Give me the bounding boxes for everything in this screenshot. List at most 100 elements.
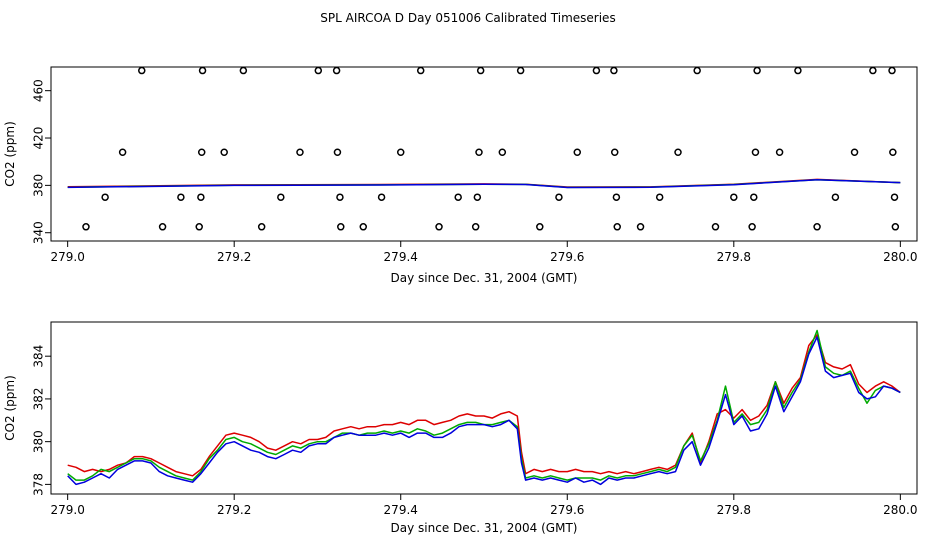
bottom-x-tick-label: 279.8 [717, 503, 751, 517]
scatter-point [416, 66, 425, 75]
scatter-point [377, 193, 386, 201]
scatter-point [296, 148, 304, 156]
top-x-tick-label: 279.6 [550, 250, 584, 264]
top-x-tick-label: 279.0 [50, 250, 84, 264]
scatter-point [195, 223, 203, 231]
top-x-tick-label: 279.8 [717, 250, 751, 264]
top-plot-frame [50, 66, 918, 242]
scatter-point [198, 66, 207, 75]
top-series-blue [67, 179, 901, 189]
bottom-y-tick-label: 378 [32, 473, 46, 496]
bottom-plot-frame [50, 321, 918, 495]
scatter-point [118, 148, 127, 156]
scatter-point [693, 66, 701, 75]
scatter-point [636, 223, 645, 231]
scatter-point [753, 66, 761, 75]
scatter-point [890, 193, 899, 201]
top-x-tick-label: 279.2 [217, 250, 251, 264]
bottom-x-tick-label: 279.0 [50, 503, 84, 517]
scatter-point [332, 66, 341, 75]
bottom-y-tick-label: 382 [32, 387, 46, 410]
scatter-point [396, 148, 405, 156]
bottom-line-series [67, 329, 901, 486]
scatter-point [869, 66, 877, 75]
bottom-x-tick-label: 279.2 [217, 503, 251, 517]
scatter-point [516, 66, 525, 75]
scatter-point [750, 193, 758, 201]
scatter-point [257, 223, 266, 231]
scatter-point [82, 223, 90, 231]
scatter-point [197, 193, 205, 201]
scatter-point [813, 223, 821, 231]
bottom-series-red [67, 334, 901, 477]
top-y-axis-label: CO2 (ppm) [3, 121, 17, 187]
bottom-y-axis: 378 380 382 384 [32, 345, 51, 496]
scatter-point [277, 193, 285, 201]
bottom-x-tick-label: 280.0 [883, 503, 917, 517]
scatter-point [748, 223, 756, 231]
scatter-point [475, 148, 483, 156]
bottom-x-tick-label: 279.6 [550, 503, 584, 517]
top-y-tick-label: 340 [32, 221, 46, 244]
scatter-point [730, 193, 738, 201]
scatter-point [314, 66, 323, 75]
scatter-point [359, 223, 368, 231]
top-scatter-points [82, 66, 900, 231]
scatter-point [220, 148, 228, 156]
scatter-point [610, 148, 619, 156]
scatter-point [889, 148, 897, 156]
bottom-x-tick-label: 279.4 [384, 503, 418, 517]
scatter-point [775, 148, 784, 156]
top-x-axis-label: Day since Dec. 31, 2004 (GMT) [391, 271, 578, 285]
scatter-point [471, 223, 480, 231]
scatter-point [888, 66, 896, 75]
scatter-point [333, 148, 342, 156]
bottom-series-green [67, 329, 901, 481]
bottom-panel: 279.0 279.2 279.4 279.6 279.8 280.0 378 380 382… [3, 321, 918, 535]
scatter-point [555, 193, 563, 201]
top-y-tick-label: 460 [32, 79, 46, 102]
scatter-point [850, 148, 859, 156]
bottom-y-axis-label: CO2 (ppm) [3, 375, 17, 441]
scatter-point [476, 66, 485, 75]
top-panel: 279.0 279.2 279.4 279.6 279.8 280.0 340 380 420… [3, 66, 918, 285]
scatter-point [612, 193, 621, 201]
scatter-point [891, 223, 900, 231]
scatter-point [239, 66, 248, 75]
scatter-point [613, 223, 621, 231]
scatter-point [794, 66, 802, 75]
scatter-point [592, 66, 601, 75]
scatter-point [831, 193, 840, 201]
scatter-point [101, 193, 109, 201]
scatter-point [610, 66, 618, 75]
scatter-point [454, 193, 462, 201]
scatter-point [336, 193, 344, 201]
scatter-point [711, 223, 720, 231]
scatter-point [751, 148, 760, 156]
scatter-point [337, 223, 345, 231]
bottom-y-tick-label: 380 [32, 430, 46, 453]
scatter-point [138, 66, 146, 75]
bottom-x-axis: 279.0 279.2 279.4 279.6 279.8 280.0 [50, 494, 918, 517]
scatter-point [435, 223, 443, 231]
top-x-tick-label: 280.0 [883, 250, 917, 264]
figure-title: SPL AIRCOA D Day 051006 Calibrated Times… [320, 11, 615, 25]
top-x-tick-label: 279.4 [384, 250, 418, 264]
scatter-point [674, 148, 682, 156]
top-y-axis: 340 380 420 460 [32, 79, 51, 244]
top-line-series [67, 178, 901, 189]
top-y-tick-label: 420 [32, 127, 46, 150]
scatter-point [473, 193, 482, 201]
scatter-point [158, 223, 167, 231]
scatter-point [655, 193, 664, 201]
top-x-axis: 279.0 279.2 279.4 279.6 279.8 280.0 [50, 241, 918, 264]
scatter-point [573, 148, 582, 156]
bottom-x-axis-label: Day since Dec. 31, 2004 (GMT) [391, 521, 578, 535]
scatter-point [177, 193, 185, 201]
scatter-point [498, 148, 507, 156]
scatter-point [536, 223, 544, 231]
scatter-point [197, 148, 206, 156]
top-y-tick-label: 380 [32, 174, 46, 197]
bottom-y-tick-label: 384 [32, 345, 46, 368]
